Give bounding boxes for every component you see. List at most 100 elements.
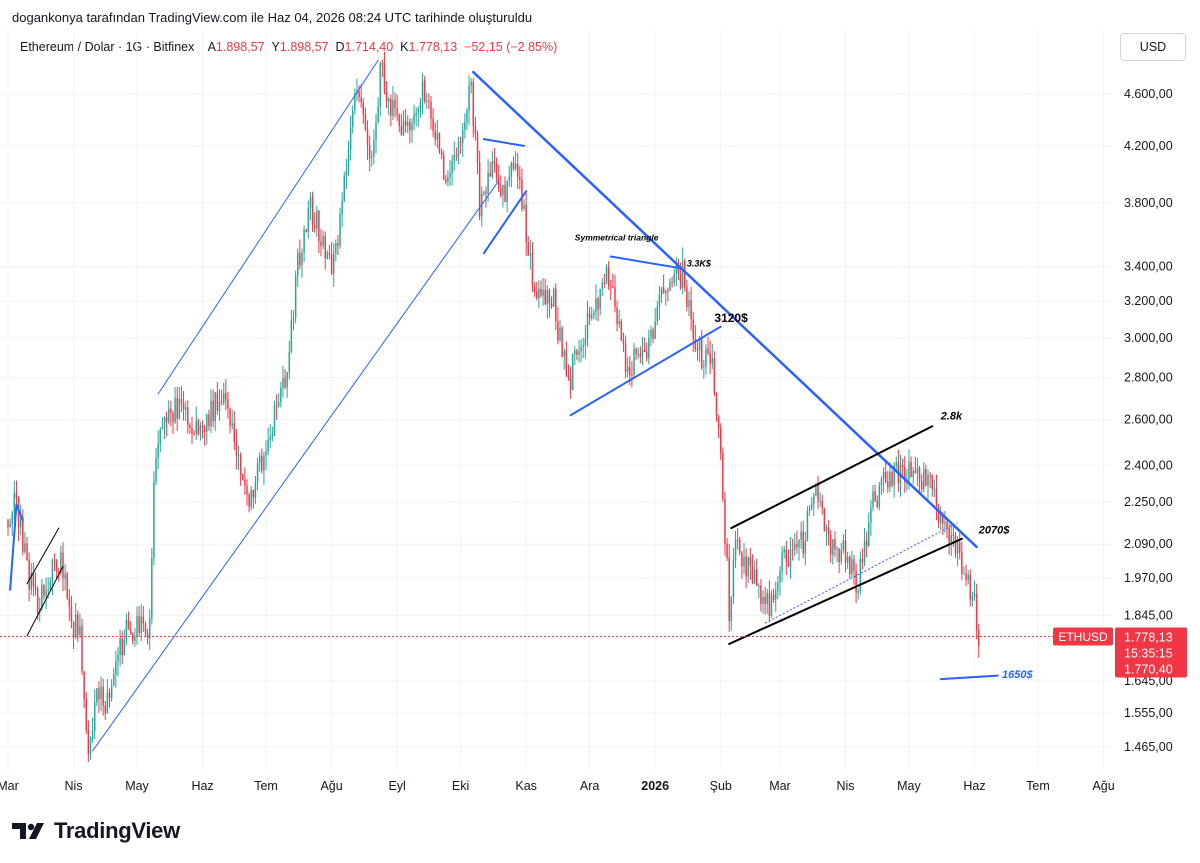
- candle-body: [637, 353, 639, 355]
- annotation-label[interactable]: 3.3K$: [687, 259, 712, 269]
- trendline-wedge-top[interactable]: [730, 425, 934, 530]
- candle-body: [81, 626, 83, 672]
- candle-body: [307, 207, 310, 232]
- candle-body: [684, 261, 686, 288]
- candle-body: [730, 596, 733, 622]
- symbol-name[interactable]: Ethereum / Dolar · 1G · Bitfinex: [20, 40, 195, 54]
- candle-body: [975, 593, 978, 631]
- trendline-flag-pole[interactable]: [482, 190, 528, 255]
- trendline-target-1650[interactable]: [939, 674, 999, 681]
- trendline-early-flag-a[interactable]: [9, 503, 18, 591]
- trendline-early-flag-b[interactable]: [15, 503, 24, 522]
- candle-body: [447, 177, 449, 182]
- candle-body: [335, 243, 337, 254]
- annotation-label[interactable]: 2070$: [978, 524, 1010, 536]
- time-axis[interactable]: Mar Nis May Haz Tem Ağu Eyl Eki Kas Ara 2026 Şub Mar…: [0, 779, 1115, 793]
- candle-body: [694, 338, 697, 349]
- candle-body: [851, 559, 853, 575]
- candle-body: [419, 101, 422, 109]
- candle-body: [64, 573, 66, 579]
- dotted-wedge-dotted[interactable]: [764, 522, 958, 624]
- candle-body: [457, 142, 460, 157]
- candle-body: [41, 584, 43, 609]
- price-tick-label: 3.400,00: [1124, 260, 1173, 274]
- currency-selector[interactable]: USD: [1120, 33, 1186, 61]
- price-badge[interactable]: 1.778,13 15:35:15 1.770,40: [1115, 627, 1187, 678]
- candle-body: [411, 123, 413, 131]
- trendline-wedge-bottom[interactable]: [728, 537, 963, 645]
- candle-body: [110, 685, 113, 699]
- candle-body: [741, 552, 743, 567]
- annotation-label[interactable]: 1650$: [1002, 669, 1033, 681]
- candle-body: [366, 129, 369, 146]
- trendline-early-channel-bottom[interactable]: [26, 565, 64, 637]
- trendline-channel-upper[interactable]: [157, 59, 379, 395]
- candle-body: [658, 294, 661, 307]
- trendline-channel-lower[interactable]: [92, 180, 500, 752]
- candle-body: [529, 253, 532, 256]
- close-label: K: [400, 40, 409, 54]
- trendline-triangle-bottom[interactable]: [569, 325, 722, 417]
- annotation-label[interactable]: Symmetrical triangle: [575, 232, 659, 242]
- candle-body: [787, 561, 790, 567]
- candle-body: [603, 282, 606, 284]
- candle-body: [944, 522, 946, 524]
- candle-body: [184, 407, 187, 410]
- price-axis[interactable]: 4.600,00 4.200,00 3.800,00 3.400,00 3.200,00…: [1124, 87, 1173, 754]
- candle-body: [87, 730, 90, 755]
- candle-body: [47, 589, 49, 591]
- trendline-flag-top[interactable]: [482, 138, 526, 147]
- tradingview-logo[interactable]: TradingView: [12, 818, 180, 844]
- candle-body: [125, 619, 128, 640]
- candle-body: [438, 132, 441, 152]
- candle-body: [893, 465, 895, 486]
- candle-body: [193, 433, 195, 435]
- candle-body: [868, 522, 870, 546]
- candle-body: [423, 80, 426, 102]
- candle-body: [711, 358, 714, 364]
- candle-body: [161, 427, 164, 430]
- candles: [7, 51, 980, 763]
- trendline-main-downtrend[interactable]: [472, 70, 978, 549]
- time-tick-label: Tem: [1026, 779, 1050, 793]
- candle-body: [662, 287, 665, 294]
- candle-body: [379, 63, 381, 107]
- candle-body: [115, 661, 117, 675]
- candle-body: [806, 510, 809, 542]
- candle-body: [381, 63, 384, 65]
- candle-body: [398, 114, 401, 126]
- candle-body: [500, 187, 502, 196]
- candle-body: [760, 585, 762, 605]
- candle-body: [510, 162, 513, 177]
- candle-body: [743, 556, 745, 567]
- drawings[interactable]: Symmetrical triangle 3.3K$ 3120$ 2.8k 2070$ 1…: [9, 59, 1033, 752]
- candle-body: [470, 82, 472, 86]
- candle-body: [855, 570, 857, 593]
- candle-body: [442, 154, 445, 180]
- price-tick-label: 1.555,00: [1124, 706, 1173, 720]
- candle-body: [967, 574, 969, 580]
- candle-body: [635, 348, 637, 355]
- candle-body: [582, 344, 585, 347]
- candle-body: [764, 597, 766, 604]
- candle-body: [927, 474, 929, 486]
- candle-body: [345, 171, 348, 177]
- candle-body: [618, 321, 620, 325]
- candle-body: [874, 491, 876, 501]
- candle-body: [34, 586, 37, 589]
- trendline-early-channel-top[interactable]: [26, 527, 60, 585]
- candle-body: [305, 229, 307, 232]
- trendline-triangle-top[interactable]: [609, 255, 682, 270]
- annotation-label[interactable]: 2.8k: [940, 411, 963, 423]
- candle-body: [22, 517, 24, 552]
- time-tick-label: Şub: [710, 779, 732, 793]
- candle-body: [785, 549, 788, 562]
- candle-body: [60, 552, 62, 573]
- symbol-badge[interactable]: ETHUSD: [1053, 627, 1113, 646]
- candle-body: [208, 414, 210, 427]
- candle-body: [428, 100, 430, 102]
- candle-body: [227, 399, 229, 409]
- annotation-label[interactable]: 3120$: [714, 311, 748, 325]
- time-tick-label: Tem: [254, 779, 278, 793]
